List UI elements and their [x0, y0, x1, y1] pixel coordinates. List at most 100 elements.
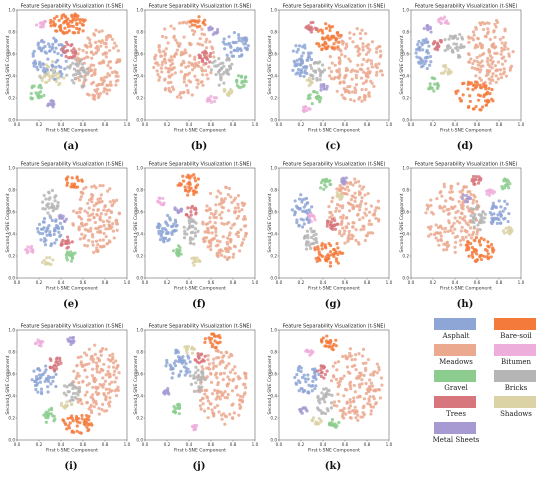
point — [194, 221, 198, 225]
cluster-bare-soil — [64, 175, 84, 189]
point — [349, 387, 353, 391]
point — [474, 74, 478, 78]
point — [205, 366, 209, 370]
point — [437, 243, 441, 247]
point — [323, 344, 327, 348]
point — [453, 250, 457, 254]
legend-swatch — [494, 344, 536, 356]
point — [92, 405, 96, 409]
point — [440, 194, 444, 198]
point — [193, 23, 197, 27]
point — [33, 379, 37, 384]
point — [187, 215, 191, 219]
panel-j: Feature Separability Visualization (t-SN… — [133, 322, 262, 474]
point — [67, 426, 71, 430]
point — [439, 71, 444, 75]
point — [47, 191, 51, 195]
point — [343, 241, 347, 245]
point — [307, 383, 311, 387]
point — [360, 187, 364, 191]
point — [210, 408, 214, 412]
point — [479, 108, 483, 112]
point — [220, 393, 225, 397]
point — [348, 59, 352, 63]
point — [230, 416, 235, 420]
point — [71, 18, 75, 22]
point — [232, 252, 236, 256]
point — [242, 237, 246, 241]
y-tick-label: 1.0 — [136, 327, 143, 332]
point — [209, 380, 214, 384]
point — [319, 368, 323, 372]
point — [343, 90, 348, 94]
point — [362, 224, 366, 229]
point — [217, 57, 221, 61]
point — [77, 226, 81, 231]
point — [364, 361, 368, 365]
cluster-gravel — [29, 83, 46, 101]
point — [42, 258, 46, 263]
point — [236, 214, 241, 218]
point — [76, 30, 81, 35]
point — [235, 79, 239, 83]
point — [353, 191, 357, 195]
point — [355, 44, 360, 48]
y-tick-label: 0.2 — [136, 415, 143, 420]
point — [507, 228, 511, 233]
point — [498, 68, 503, 72]
point — [471, 230, 476, 235]
point — [225, 236, 230, 240]
point — [89, 355, 93, 359]
point — [360, 63, 364, 67]
point — [101, 402, 105, 407]
point — [45, 233, 49, 237]
point — [208, 54, 212, 59]
point — [218, 397, 222, 401]
point — [56, 362, 61, 366]
point — [310, 229, 314, 234]
x-tick-label: 0.4 — [320, 122, 327, 127]
point — [346, 239, 350, 243]
point — [499, 214, 503, 218]
point — [322, 366, 326, 370]
point — [350, 364, 355, 369]
point — [78, 18, 82, 22]
point — [97, 61, 101, 65]
point — [58, 358, 62, 363]
point — [436, 239, 440, 243]
point — [212, 215, 216, 220]
point — [99, 218, 103, 222]
y-tick-label: 0.2 — [270, 415, 277, 420]
point — [332, 254, 336, 258]
point — [209, 211, 213, 216]
point — [484, 87, 488, 91]
point — [74, 69, 79, 73]
point — [73, 51, 78, 56]
point — [345, 44, 349, 49]
point — [72, 209, 76, 213]
point — [334, 206, 339, 210]
point — [194, 365, 198, 369]
plot-title: Feature Separability Visualization (t-SN… — [21, 324, 124, 330]
point — [189, 186, 193, 190]
point — [329, 379, 334, 383]
point — [161, 230, 165, 234]
point — [370, 40, 375, 44]
cluster-trees — [59, 235, 74, 250]
point — [91, 398, 96, 402]
point — [469, 242, 473, 246]
point — [80, 85, 84, 89]
point — [306, 236, 310, 240]
point — [502, 179, 506, 183]
point — [501, 187, 505, 191]
point — [195, 63, 199, 67]
point — [486, 252, 490, 256]
point — [76, 17, 80, 21]
point — [428, 85, 432, 89]
legend-item-bare-soil: Bare-soil — [488, 318, 544, 342]
point — [183, 232, 187, 236]
point — [220, 417, 224, 421]
point — [157, 78, 161, 82]
point — [46, 65, 50, 69]
point — [325, 334, 329, 338]
